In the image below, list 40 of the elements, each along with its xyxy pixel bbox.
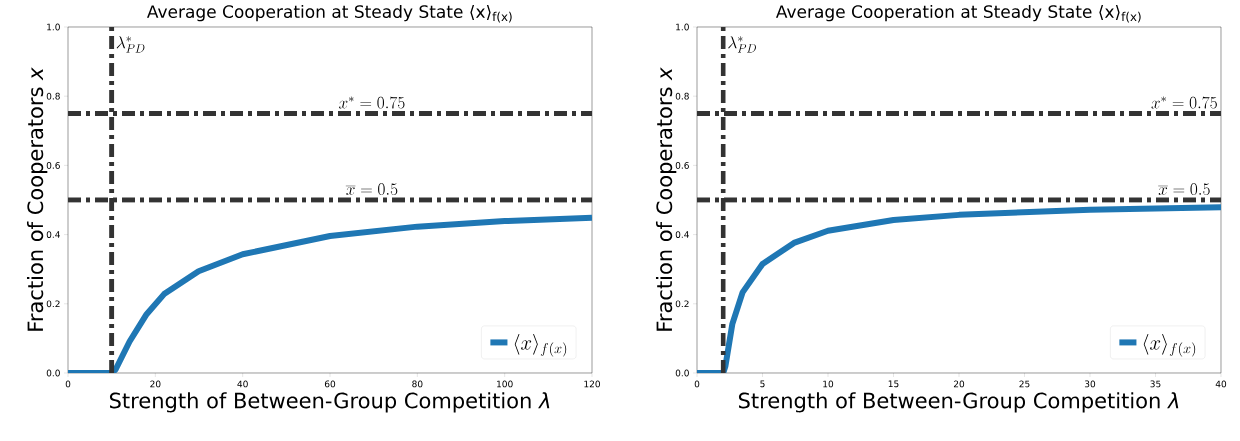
ref-line-label: $\lambda^*_{PD}$ xyxy=(728,36,756,53)
ref-line-label: $\overline{x} = 0.5$ xyxy=(1158,183,1210,196)
x-tick-label: 80 xyxy=(412,380,423,388)
y-tick-label: 0.0 xyxy=(675,369,689,377)
x-tick-label: 35 xyxy=(1150,380,1161,388)
y-tick-label: 0.4 xyxy=(675,231,689,238)
x-axis-title: Strength of Between-Group Competition λ xyxy=(738,392,1179,413)
x-tick-label: 120 xyxy=(584,380,600,388)
x-tick-label: 40 xyxy=(237,380,248,388)
legend-label: $\langle x\rangle_{f(x)}$ xyxy=(1143,333,1196,357)
x-tick-label: 0 xyxy=(694,380,700,388)
chart-title: Average Cooperation at Steady State ⟨x⟩$_{f(x)}$ xyxy=(775,4,1141,23)
x-tick-label: 0 xyxy=(65,380,71,388)
y-tick-label: 0.6 xyxy=(46,161,60,169)
x-tick-label: 60 xyxy=(324,380,336,388)
ref-line-label: $x^* = 0.75$ xyxy=(1151,96,1217,109)
y-tick-label: 1.0 xyxy=(676,23,689,31)
x-tick-label: 20 xyxy=(150,380,161,388)
ref-line-label: $\overline{x} = 0.5$ xyxy=(345,183,398,196)
x-tick-label: 20 xyxy=(953,380,965,388)
y-tick-label: 0.8 xyxy=(46,92,60,100)
y-tick-label: 0.6 xyxy=(675,161,689,169)
x-tick-label: 100 xyxy=(497,380,513,388)
y-tick-label: 0.2 xyxy=(675,300,689,308)
x-axis-title: Strength of Between-Group Competition λ xyxy=(109,392,550,413)
y-tick-label: 0.4 xyxy=(46,231,60,238)
chart-title: Average Cooperation at Steady State ⟨x⟩$_{f(x)}$ xyxy=(146,4,512,23)
x-tick-label: 10 xyxy=(823,380,834,388)
x-tick-label: 30 xyxy=(1084,380,1096,388)
ref-line-label: $x^* = 0.75$ xyxy=(339,96,405,109)
y-tick-label: 0.0 xyxy=(46,369,60,377)
y-tick-label: 0.8 xyxy=(675,92,689,100)
x-tick-label: 40 xyxy=(1215,380,1227,388)
y-tick-label: 1.0 xyxy=(47,23,60,31)
x-tick-label: 25 xyxy=(1019,380,1030,388)
legend-label: $\langle x\rangle_{f(x)}$ xyxy=(514,333,567,357)
y-tick-label: 0.2 xyxy=(46,300,60,308)
x-tick-label: 15 xyxy=(888,380,899,388)
ref-line-label: $\lambda^*_{PD}$ xyxy=(116,36,145,53)
x-tick-label: 5 xyxy=(760,380,765,388)
